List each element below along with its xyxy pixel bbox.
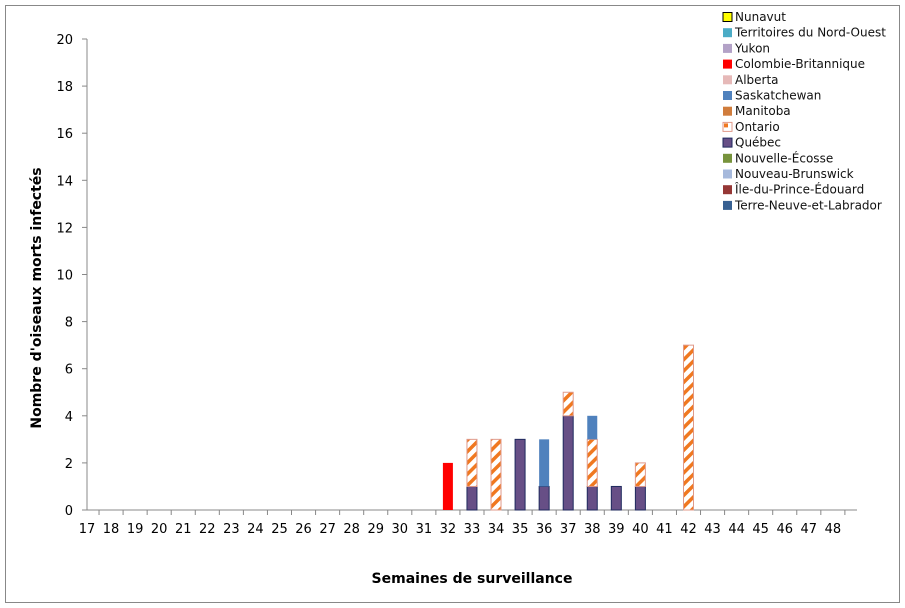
x-tick-label: 45 bbox=[752, 522, 769, 537]
bar-qu-bec-35 bbox=[514, 438, 526, 511]
bar-saskatchewan-38 bbox=[587, 415, 598, 440]
legend-label: Colombie-Britannique bbox=[735, 57, 865, 71]
x-tick-label: 27 bbox=[319, 522, 336, 537]
x-tick-label: 17 bbox=[79, 522, 96, 537]
x-tick-label: 28 bbox=[343, 522, 360, 537]
legend-label: Terre-Neuve-et-Labrador bbox=[734, 198, 882, 212]
x-tick-label: 20 bbox=[151, 522, 168, 537]
x-tick-label: 46 bbox=[776, 522, 793, 537]
x-axis-label: Semaines de surveillance bbox=[372, 571, 573, 587]
x-tick-label: 38 bbox=[584, 522, 601, 537]
legend-label: Ontario bbox=[735, 120, 780, 134]
x-tick-label: 33 bbox=[464, 522, 481, 537]
y-tick-label: 14 bbox=[56, 174, 73, 189]
x-tick-label: 31 bbox=[416, 522, 433, 537]
legend-label: Nouveau-Brunswick bbox=[735, 167, 854, 181]
legend-label: Nouvelle-Écosse bbox=[735, 150, 833, 165]
y-tick-label: 18 bbox=[56, 80, 73, 95]
legend-label: Manitoba bbox=[735, 104, 791, 118]
bar-qu-bec-36 bbox=[538, 485, 550, 511]
y-tick-label: 16 bbox=[56, 127, 73, 142]
x-tick-label: 48 bbox=[825, 522, 842, 537]
legend-swatch bbox=[722, 137, 733, 148]
legend-swatch bbox=[723, 59, 732, 69]
bar-ontario-37 bbox=[562, 391, 574, 417]
legend-swatch-pattern bbox=[724, 123, 728, 128]
x-tick-label: 47 bbox=[801, 522, 818, 537]
y-tick-label: 2 bbox=[65, 457, 73, 472]
x-tick-label: 44 bbox=[728, 522, 745, 537]
legend-label: Île-du-Prince-Édouard bbox=[734, 182, 864, 197]
x-tick-label: 26 bbox=[295, 522, 312, 537]
bar-colombie-britannique-32 bbox=[442, 462, 453, 510]
legend-swatch bbox=[723, 91, 732, 100]
bar-ontario-38 bbox=[586, 438, 598, 487]
legend-swatch bbox=[723, 169, 732, 179]
bar-saskatchewan-36 bbox=[539, 439, 550, 487]
x-tick-label: 19 bbox=[127, 522, 144, 537]
legend-swatch bbox=[723, 153, 732, 163]
y-axis-label: Nombre d'oiseaux morts infectés bbox=[29, 167, 45, 428]
x-tick-label: 23 bbox=[223, 522, 240, 537]
legend-label: Québec bbox=[735, 136, 781, 150]
bar-qu-bec-37 bbox=[562, 415, 574, 511]
bar-ontario-34 bbox=[490, 438, 502, 511]
bar-qu-bec-33 bbox=[466, 485, 478, 511]
y-tick-label: 8 bbox=[65, 316, 73, 331]
bar-qu-bec-40 bbox=[634, 485, 646, 511]
x-tick-label: 22 bbox=[199, 522, 216, 537]
legend-label: Saskatchewan bbox=[735, 89, 821, 103]
y-tick-label: 20 bbox=[56, 33, 73, 48]
y-tick-label: 12 bbox=[56, 221, 73, 236]
legend-swatch bbox=[723, 28, 732, 38]
y-tick-label: 4 bbox=[65, 410, 73, 425]
x-tick-label: 37 bbox=[560, 522, 577, 537]
x-tick-label: 25 bbox=[271, 522, 288, 537]
legend-swatch bbox=[723, 185, 732, 195]
legend-label: Yukon bbox=[734, 41, 770, 55]
x-tick-label: 29 bbox=[367, 522, 384, 537]
legend-label: Alberta bbox=[735, 73, 779, 87]
legend-swatch bbox=[722, 12, 733, 22]
x-tick-label: 35 bbox=[512, 522, 529, 537]
y-tick-label: 6 bbox=[65, 363, 73, 378]
bar-ontario-40 bbox=[634, 462, 646, 487]
x-tick-label: 34 bbox=[488, 522, 505, 537]
legend-swatch bbox=[723, 106, 732, 116]
x-tick-label: 41 bbox=[656, 522, 673, 537]
legend-label: Territoires du Nord-Ouest bbox=[734, 26, 886, 40]
x-tick-label: 18 bbox=[103, 522, 120, 537]
x-tick-label: 39 bbox=[608, 522, 625, 537]
x-tick-label: 24 bbox=[247, 522, 264, 537]
bar-ontario-33 bbox=[466, 438, 478, 487]
legend-swatch bbox=[723, 75, 732, 85]
legend-label: Nunavut bbox=[735, 10, 786, 24]
x-tick-label: 21 bbox=[175, 522, 192, 537]
bar-qu-bec-38 bbox=[586, 485, 598, 511]
x-tick-label: 43 bbox=[704, 522, 721, 537]
bar-ontario-42 bbox=[683, 344, 694, 511]
bar-qu-bec-39 bbox=[610, 485, 622, 511]
x-tick-label: 40 bbox=[632, 522, 649, 537]
x-tick-label: 30 bbox=[392, 522, 409, 537]
legend-swatch bbox=[723, 43, 732, 53]
x-tick-label: 42 bbox=[680, 522, 697, 537]
y-tick-label: 0 bbox=[65, 504, 73, 519]
x-tick-label: 36 bbox=[536, 522, 553, 537]
x-tick-label: 32 bbox=[440, 522, 457, 537]
legend-swatch bbox=[723, 200, 732, 210]
y-tick-label: 10 bbox=[56, 269, 73, 284]
